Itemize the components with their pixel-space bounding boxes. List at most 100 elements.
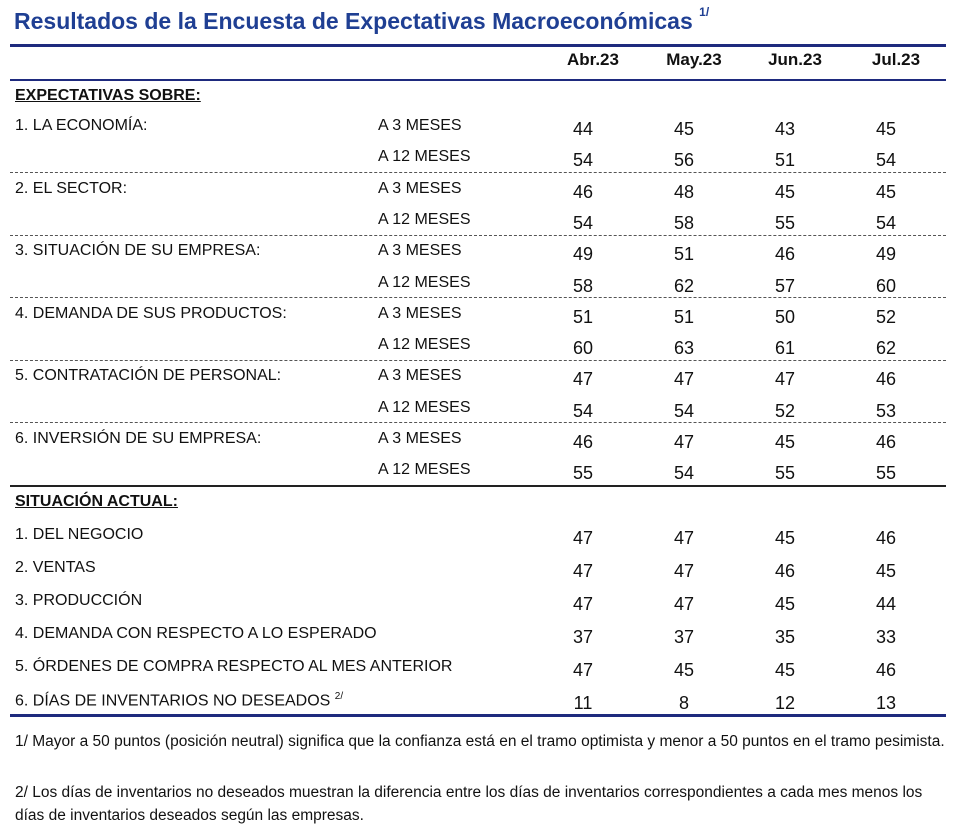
row-label: 5. CONTRATACIÓN DE PERSONAL: bbox=[15, 367, 282, 385]
row-label: 2. EL SECTOR: bbox=[15, 179, 128, 197]
bottom-rule bbox=[10, 714, 946, 717]
table-row: 1. DEL NEGOCIO 47 47 45 46 bbox=[10, 526, 946, 556]
value-cell: 43 bbox=[774, 119, 796, 139]
table-row: 3. SITUACIÓN DE SU EMPRESA: A 3 MESES 49 51… bbox=[10, 242, 946, 272]
value-cell: 62 bbox=[875, 338, 897, 359]
horizon-label: A 12 MESES bbox=[378, 461, 471, 479]
value-cell: 46 bbox=[875, 369, 897, 390]
value-cell: 45 bbox=[774, 181, 796, 202]
row-label-text: 2. VENTAS bbox=[15, 559, 96, 576]
row-label-text: 1. DEL NEGOCIO bbox=[15, 526, 144, 543]
table-row: 4. DEMANDA CON RESPECTO A LO ESPERADO 37 3… bbox=[10, 625, 946, 655]
horizon-label: A 3 MESES bbox=[378, 430, 462, 447]
value-cell: 46 bbox=[572, 432, 594, 452]
horizon-label: A 3 MESES bbox=[378, 117, 462, 134]
value-cell: 47 bbox=[673, 432, 695, 452]
column-header: May.23 bbox=[666, 50, 722, 69]
title-footnote-ref: 1/ bbox=[699, 5, 710, 20]
row-label-text: 4. DEMANDA CON RESPECTO A LO ESPERADO bbox=[15, 625, 377, 642]
value-cell: 45 bbox=[875, 181, 897, 202]
value-cell: 51 bbox=[774, 150, 796, 171]
value-cell: 46 bbox=[875, 660, 897, 680]
row-label: 3. PRODUCCIÓN bbox=[15, 592, 142, 610]
value-cell: 51 bbox=[673, 244, 695, 265]
value-cell: 47 bbox=[774, 369, 796, 390]
value-cell: 63 bbox=[673, 338, 695, 359]
value-cell: 47 bbox=[572, 594, 594, 614]
table-row: 6. INVERSIÓN DE SU EMPRESA: A 3 MESES 46 47… bbox=[10, 430, 946, 460]
value-cell: 33 bbox=[875, 627, 897, 647]
value-cell: 47 bbox=[673, 594, 695, 614]
value-cell: 48 bbox=[673, 181, 695, 202]
value-cell: 46 bbox=[774, 561, 796, 581]
horizon-label: A 12 MESES bbox=[378, 148, 471, 166]
row-group-divider bbox=[10, 359, 946, 361]
horizon-label: A 3 MESES bbox=[378, 367, 462, 385]
value-cell: 61 bbox=[774, 338, 796, 359]
value-cell: 60 bbox=[875, 275, 897, 296]
header-rule bbox=[10, 79, 946, 81]
value-cell: 46 bbox=[572, 181, 594, 202]
value-cell: 44 bbox=[572, 119, 594, 139]
value-cell: 45 bbox=[774, 432, 796, 452]
value-cell: 54 bbox=[673, 400, 695, 421]
horizon-label: A 12 MESES bbox=[378, 398, 471, 416]
row-group-divider bbox=[10, 297, 946, 299]
value-cell: 53 bbox=[875, 400, 897, 421]
row-group-divider bbox=[10, 172, 946, 173]
value-cell: 35 bbox=[774, 627, 796, 647]
value-cell: 12 bbox=[774, 693, 796, 713]
value-cell: 37 bbox=[673, 627, 695, 647]
value-cell: 49 bbox=[875, 244, 897, 265]
value-cell: 47 bbox=[673, 369, 695, 390]
value-cell: 49 bbox=[572, 244, 594, 265]
value-cell: 46 bbox=[875, 528, 897, 548]
table-row: 2. VENTAS 47 47 46 45 bbox=[10, 559, 946, 589]
value-cell: 54 bbox=[875, 150, 897, 171]
value-cell: 45 bbox=[774, 660, 796, 680]
row-label: 6. DÍAS DE INVENTARIOS NO DESEADOS 2/ bbox=[15, 691, 343, 710]
table-row: A 12 MESES 60 63 61 62 bbox=[10, 336, 946, 366]
horizon-label: A 12 MESES bbox=[378, 273, 471, 291]
column-header: Abr.23 bbox=[567, 50, 619, 69]
row-group-divider bbox=[10, 422, 946, 424]
table-row: 1. LA ECONOMÍA: A 3 MESES 44 45 43 45 bbox=[10, 117, 946, 147]
table-row: 3. PRODUCCIÓN 47 47 45 44 bbox=[10, 592, 946, 622]
value-cell: 11 bbox=[573, 693, 593, 713]
table-row: 2. EL SECTOR: A 3 MESES 46 48 45 45 bbox=[10, 180, 946, 210]
value-cell: 52 bbox=[875, 306, 897, 327]
value-cell: 58 bbox=[673, 212, 695, 233]
horizon-label: A 12 MESES bbox=[378, 336, 471, 354]
footnote-ref: 2/ bbox=[334, 691, 344, 702]
value-cell: 54 bbox=[572, 400, 594, 421]
table-row: 5. ÓRDENES DE COMPRA RESPECTO AL MES ANT… bbox=[10, 658, 946, 688]
value-cell: 54 bbox=[875, 212, 897, 233]
value-cell: 52 bbox=[774, 400, 796, 421]
value-cell: 45 bbox=[875, 119, 897, 139]
horizon-label: A 3 MESES bbox=[378, 304, 462, 322]
value-cell: 45 bbox=[673, 119, 695, 139]
row-label: 1. DEL NEGOCIO bbox=[15, 526, 143, 544]
value-cell: 54 bbox=[572, 150, 594, 171]
value-cell: 45 bbox=[875, 561, 897, 581]
table-row: A 12 MESES 54 58 55 54 bbox=[10, 211, 946, 241]
page-title: Resultados de la Encuesta de Expectativa… bbox=[14, 5, 710, 35]
value-cell: 45 bbox=[774, 594, 796, 614]
value-cell: 62 bbox=[673, 275, 695, 296]
value-cell: 47 bbox=[572, 660, 594, 680]
section-heading-expectations: EXPECTATIVAS SOBRE: bbox=[15, 87, 201, 104]
table-row: A 12 MESES 58 62 57 60 bbox=[10, 274, 946, 304]
value-cell: 45 bbox=[673, 660, 695, 680]
value-cell: 13 bbox=[875, 693, 897, 713]
value-cell: 47 bbox=[673, 528, 695, 548]
table-row: 6. DÍAS DE INVENTARIOS NO DESEADOS 2/11 8… bbox=[10, 691, 946, 721]
value-cell: 46 bbox=[774, 244, 796, 265]
table-row: 4. DEMANDA DE SUS PRODUCTOS: A 3 MESES 51 5… bbox=[10, 305, 946, 335]
value-cell: 57 bbox=[774, 275, 796, 296]
row-label: 2. VENTAS bbox=[15, 559, 96, 577]
column-header: Jul.23 bbox=[871, 50, 921, 69]
row-label: 4. DEMANDA CON RESPECTO A LO ESPERADO bbox=[15, 625, 377, 643]
row-label-text: 5. ÓRDENES DE COMPRA RESPECTO AL MES ANT… bbox=[15, 658, 453, 675]
section-divider bbox=[10, 485, 946, 487]
value-cell: 47 bbox=[572, 369, 594, 390]
